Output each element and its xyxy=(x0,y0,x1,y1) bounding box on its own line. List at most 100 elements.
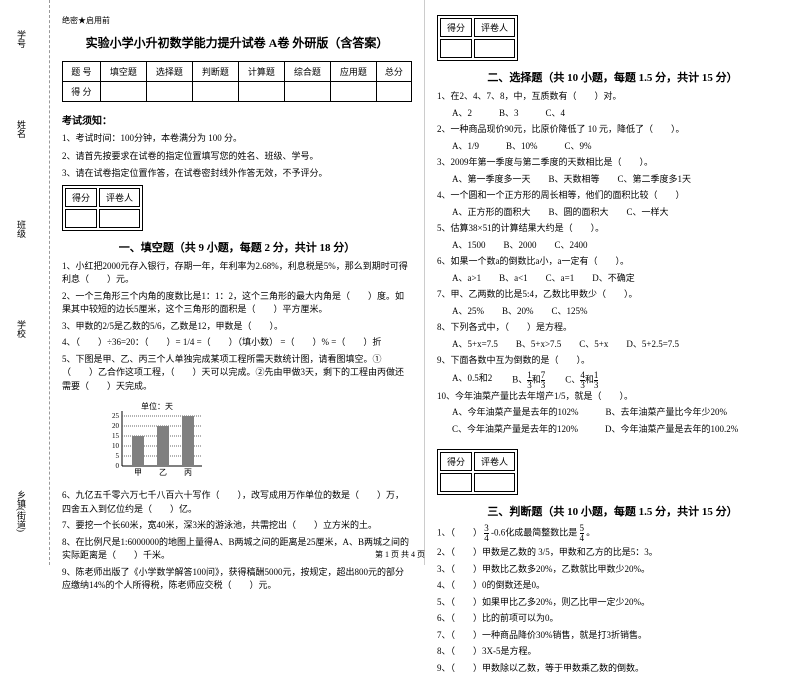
th-num: 题 号 xyxy=(63,62,101,82)
td-blank xyxy=(284,82,330,102)
th-app: 应用题 xyxy=(330,62,376,82)
ytick: 20 xyxy=(112,422,120,430)
score-label: 得分 xyxy=(440,18,472,37)
score-label: 得分 xyxy=(65,188,97,207)
margin-label-class: 班级 xyxy=(15,220,28,238)
choice-a: A、0.5和2 xyxy=(452,371,492,390)
question: 6、（ ）比的前项可以为0。 xyxy=(437,612,788,626)
chart-ylabel: 单位：天 xyxy=(141,401,173,411)
fraction: 34 xyxy=(484,524,489,543)
choice-label: A、 xyxy=(452,373,468,383)
xlabel: 乙 xyxy=(159,468,167,477)
question: 7、（ ）一种商品降价30%销售，就是打3折销售。 xyxy=(437,629,788,643)
th-judge: 判断题 xyxy=(192,62,238,82)
bar-yi xyxy=(157,426,169,466)
binding-margin: 学号 姓名 班级 学校 乡镇(街道) xyxy=(0,0,50,565)
fraction: 73 xyxy=(541,371,546,390)
question: 4、一个圆和一个正方形的周长相等，他们的面积比较（ ） xyxy=(437,189,788,203)
choice-val: 2 xyxy=(488,373,493,383)
ytick: 0 xyxy=(116,462,120,470)
score-blank xyxy=(65,209,97,228)
choice-label: C、 xyxy=(565,374,580,384)
margin-label-id: 学号 xyxy=(15,30,28,48)
section2-title: 二、选择题（共 10 小题，每题 1.5 分，共计 15 分） xyxy=(437,69,788,85)
question: 1、在2、4、7、8，中，互质数有（ ）对。 xyxy=(437,90,788,104)
question: 10、今年油菜产量比去年增产1/5，就是（ ）。 xyxy=(437,390,788,404)
th-calc: 计算题 xyxy=(238,62,284,82)
question: 5、估算38×51的计算结果大约是（ ）。 xyxy=(437,222,788,236)
left-column: 绝密★启用前 实验小学小升初数学能力提升试卷 A卷 外研版（含答案） 题 号 填… xyxy=(50,0,425,565)
question: 4、（ ）÷36=20：（ ）= 1/4 =（ ）（填小数） =（ ）% =（ … xyxy=(62,336,412,350)
score-blank xyxy=(440,39,472,58)
section-score-box: 得分评卷人 xyxy=(437,15,518,61)
notice-item: 2、请首先按要求在试卷的指定位置填写您的姓名、班级、学号。 xyxy=(62,150,412,163)
xlabel: 丙 xyxy=(184,468,192,477)
denominator: 4 xyxy=(484,534,489,543)
question: 6、如果一个数a的倒数比a小，a一定有（ ）。 xyxy=(437,255,788,269)
choices: A、今年油菜产量是去年的102% B、去年油菜产量比今年少20% xyxy=(452,406,788,420)
bar-jia xyxy=(132,436,144,466)
th-choice: 选择题 xyxy=(146,62,192,82)
fraction: 54 xyxy=(580,524,585,543)
question: 9、下面各数中互为倒数的是（ ）。 xyxy=(437,354,788,368)
td-blank xyxy=(100,82,146,102)
numerator: 1 xyxy=(594,371,599,381)
section3-title: 三、判断题（共 10 小题，每题 1.5 分，共计 15 分） xyxy=(437,503,788,519)
notice-item: 1、考试时间：100分钟，本卷满分为 100 分。 xyxy=(62,132,412,145)
section1-title: 一、填空题（共 9 小题，每题 2 分，共计 18 分） xyxy=(62,239,412,255)
grader-blank xyxy=(99,209,140,228)
question: 8、（ ）3X-5是方程。 xyxy=(437,645,788,659)
grader-label: 评卷人 xyxy=(99,188,140,207)
bar-chart: 单位：天 25 20 15 10 5 0 甲 乙 丙 xyxy=(102,401,212,481)
choice-c: C、43和13 xyxy=(565,371,598,390)
question: 7、甲、乙两数的比是5:4，乙数比甲数少（ ）。 xyxy=(437,288,788,302)
choices: A、1/9 B、10% C、9% xyxy=(452,140,788,154)
td-blank xyxy=(376,82,411,102)
denominator: 3 xyxy=(541,381,546,390)
choice-b: B、13和73 xyxy=(512,371,545,390)
notice-title: 考试须知： xyxy=(62,112,412,127)
fraction: 13 xyxy=(594,371,599,390)
margin-label-town: 乡镇(街道) xyxy=(15,490,28,532)
grader-label: 评卷人 xyxy=(474,18,515,37)
choice-label: B、 xyxy=(512,374,527,384)
td-blank xyxy=(238,82,284,102)
q9-choices: A、0.5和2 B、13和73 C、43和13 xyxy=(452,371,788,390)
question: 5、（ ）如果甲比乙多20%，则乙比甲一定少20%。 xyxy=(437,596,788,610)
grader-label: 评卷人 xyxy=(474,452,515,471)
content-area: 绝密★启用前 实验小学小升初数学能力提升试卷 A卷 外研版（含答案） 题 号 填… xyxy=(50,0,800,565)
question: 5、下图是甲、乙、丙三个人单独完成某项工程所需天数统计图，请看图填空。①（ ）乙… xyxy=(62,353,412,394)
secrecy-label: 绝密★启用前 xyxy=(62,15,412,26)
section-score-box: 得分评卷人 xyxy=(437,449,518,495)
choices: A、5+x=7.5 B、5+x>7.5 C、5+x D、5+2.5=7.5 xyxy=(452,338,788,352)
choices: A、2 B、3 C、4 xyxy=(452,107,788,121)
question: 2、一个三角形三个内角的度数比是1：1：2，这个三角形的最大内角是（ ）度。如果… xyxy=(62,290,412,317)
score-label: 得分 xyxy=(440,452,472,471)
question: 1、（ ） 34 -0.6化成最简整数比是 54 。 xyxy=(437,524,788,543)
grader-blank xyxy=(474,473,515,492)
choices: A、1500 B、2000 C、2400 xyxy=(452,239,788,253)
question: 1、小红把2000元存入银行，存期一年，年利率为2.68%，利息税是5%，那么到… xyxy=(62,260,412,287)
th-total: 总分 xyxy=(376,62,411,82)
choice-and: 和 xyxy=(585,374,594,384)
bar-bing xyxy=(182,416,194,466)
ytick: 10 xyxy=(112,442,120,450)
denominator: 4 xyxy=(580,534,585,543)
notice-item: 3、请在试卷指定位置作答，在试卷密封线外作答无效，不予评分。 xyxy=(62,167,412,180)
choices: C、今年油菜产量是去年的120% D、今年油菜产量是去年的100.2% xyxy=(452,423,788,437)
td-score-label: 得 分 xyxy=(63,82,101,102)
table-row: 题 号 填空题 选择题 判断题 计算题 综合题 应用题 总分 xyxy=(63,62,412,82)
td-blank xyxy=(192,82,238,102)
margin-label-school: 学校 xyxy=(15,320,28,338)
ytick: 25 xyxy=(112,412,120,420)
question: 8、下列各式中，（ ）是方程。 xyxy=(437,321,788,335)
q-mid: -0.6化成最简整数比是 xyxy=(491,528,577,538)
question: 2、一种商品现价90元，比原价降低了 10 元，降低了（ ）。 xyxy=(437,123,788,137)
td-blank xyxy=(146,82,192,102)
exam-title: 实验小学小升初数学能力提升试卷 A卷 外研版（含答案） xyxy=(62,34,412,51)
choices: A、25% B、20% C、125% xyxy=(452,305,788,319)
choices: A、正方形的面积大 B、圆的面积大 C、一样大 xyxy=(452,206,788,220)
q-prefix: 1、（ ） xyxy=(437,528,482,538)
choice-and: 和 xyxy=(479,373,488,383)
denominator: 3 xyxy=(594,381,599,390)
